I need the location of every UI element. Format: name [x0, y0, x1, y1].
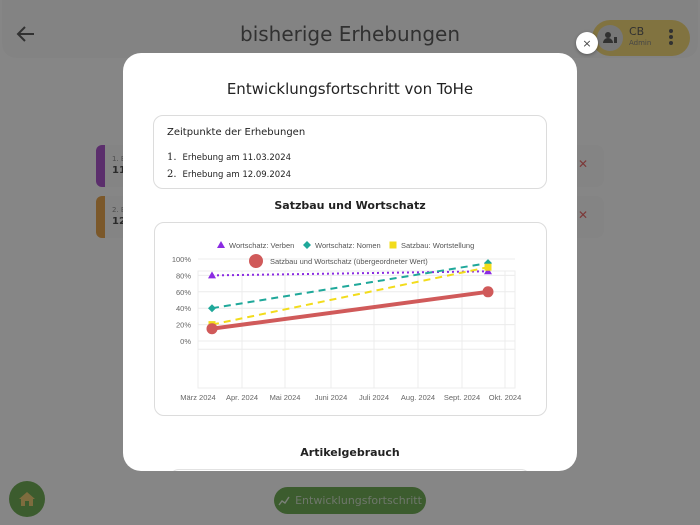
- list-item: 2. Erhebung am 12.09.2024: [167, 169, 292, 180]
- list-item: 1. Erhebung am 11.03.2024: [167, 152, 292, 163]
- svg-text:März 2024: März 2024: [180, 393, 215, 402]
- svg-text:Juli 2024: Juli 2024: [359, 393, 389, 402]
- line-chart: März 2024 Apr. 2024 Mai 2024 Juni 2024 Juli …: [154, 222, 547, 416]
- erhebung-dates-box: Zeitpunkte der Erhebungen 1. Erhebung am …: [153, 115, 547, 189]
- svg-text:Wortschatz: Verben: Wortschatz: Verben: [229, 241, 294, 250]
- svg-text:Mai 2024: Mai 2024: [270, 393, 301, 402]
- section-title-satzbau: Satzbau und Wortschatz: [274, 199, 426, 212]
- dates-heading: Zeitpunkte der Erhebungen: [167, 127, 306, 138]
- svg-text:Satzbau und Wortschatz (überge: Satzbau und Wortschatz (übergeordneter W…: [270, 257, 428, 266]
- svg-text:Okt. 2024: Okt. 2024: [489, 393, 522, 402]
- chart-canvas: März 2024 Apr. 2024 Mai 2024 Juni 2024 Juli …: [172, 241, 522, 402]
- svg-text:100%: 100%: [172, 255, 192, 264]
- close-modal-button[interactable]: ×: [576, 32, 598, 54]
- svg-text:0%: 0%: [180, 337, 191, 346]
- svg-text:80%: 80%: [176, 271, 191, 280]
- svg-text:40%: 40%: [176, 304, 191, 313]
- svg-text:20%: 20%: [176, 321, 191, 330]
- section-title-artikel: Artikelgebrauch: [300, 446, 400, 459]
- svg-text:Juni 2024: Juni 2024: [315, 393, 348, 402]
- svg-text:Apr. 2024: Apr. 2024: [226, 393, 258, 402]
- svg-text:Sept. 2024: Sept. 2024: [444, 393, 480, 402]
- close-icon: ×: [582, 36, 592, 50]
- svg-text:Aug. 2024: Aug. 2024: [401, 393, 435, 402]
- artikel-chart-box: [169, 469, 531, 471]
- modal-title: Entwicklungsfortschritt von ToHe: [226, 80, 474, 98]
- svg-text:60%: 60%: [176, 288, 191, 297]
- progress-modal: Entwicklungsfortschritt von ToHe Zeitpun…: [123, 53, 577, 471]
- svg-text:Wortschatz: Nomen: Wortschatz: Nomen: [315, 241, 381, 250]
- svg-text:Satzbau: Wortstellung: Satzbau: Wortstellung: [401, 241, 474, 250]
